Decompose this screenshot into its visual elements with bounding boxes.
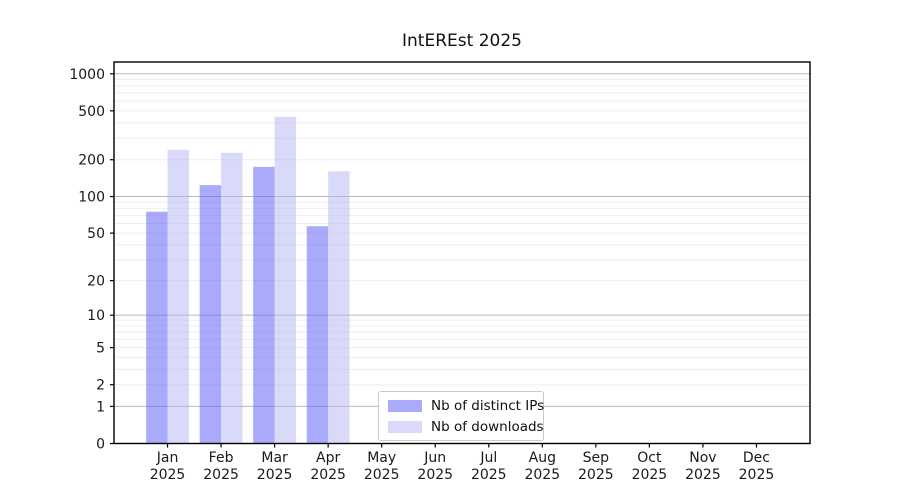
x-tick-label: Aug 2025 [524,450,560,483]
x-tick-label: Sep 2025 [578,450,614,483]
bar-distinct-ips-mar [253,166,275,444]
bar-downloads-jan [167,149,189,444]
bar-downloads-feb [221,152,243,444]
x-tick-label: Oct 2025 [632,450,668,483]
y-tick-label: 500 [78,104,105,120]
legend-item-downloads: Nb of downloads [388,417,544,436]
y-tick-label: 100 [78,190,105,206]
legend-label-downloads: Nb of downloads [431,418,544,435]
bar-downloads-mar [274,116,297,444]
plot-frame [113,61,811,445]
bar-distinct-ips-feb [199,185,222,444]
y-tick-label: 10 [87,308,105,324]
chart-title: IntEREst 2025 [402,31,522,51]
y-tick-label: 0 [96,437,105,453]
y-tick-label: 1 [96,399,105,415]
legend-label-distinct-ips: Nb of distinct IPs [431,397,545,414]
x-tick-label: Dec 2025 [739,450,775,483]
bar-downloads-apr [328,171,350,444]
x-tick-label: Nov 2025 [685,450,721,483]
y-tick-label: 2 [96,378,105,394]
y-tick-label: 20 [87,274,105,290]
legend-swatch-downloads-icon [388,420,422,433]
legend-swatch-distinct-ips-icon [388,399,422,412]
x-tick-label: Apr 2025 [310,450,346,483]
y-tick-label: 1000 [69,67,105,83]
x-tick-label: Jan 2025 [150,450,186,483]
y-tick-label: 5 [96,341,105,357]
bar-distinct-ips-jan [146,211,168,444]
legend: Nb of distinct IPs Nb of downloads [378,391,544,441]
y-tick-label: 50 [87,226,105,242]
y-tick-label: 200 [78,153,105,169]
x-tick-label: Jun 2025 [417,450,453,483]
bar-distinct-ips-apr [306,226,329,444]
x-tick-label: Mar 2025 [257,450,293,483]
x-tick-label: Jul 2025 [471,450,507,483]
x-tick-label: May 2025 [364,450,400,483]
legend-item-distinct-ips: Nb of distinct IPs [388,396,544,415]
x-tick-label: Feb 2025 [203,450,239,483]
